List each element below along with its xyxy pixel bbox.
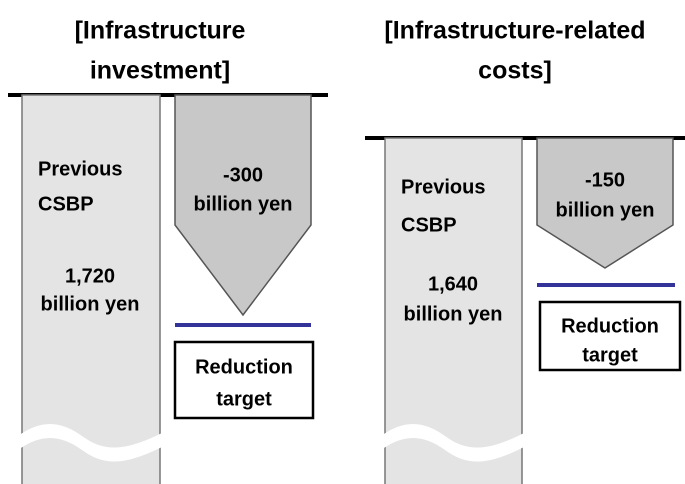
- reduction-amount: billion yen: [194, 193, 293, 215]
- reduction-arrow: [174, 94, 312, 317]
- previous-column: [21, 94, 161, 484]
- previous-amount: billion yen: [404, 303, 503, 325]
- title: [Infrastructure: [75, 17, 246, 45]
- previous-label: Previous: [38, 158, 122, 180]
- target-label: Reduction: [195, 356, 293, 378]
- target-label: target: [216, 388, 272, 410]
- previous-amount: billion yen: [41, 293, 140, 315]
- target-label: target: [582, 344, 638, 366]
- reduction-amount: billion yen: [556, 199, 655, 221]
- reduction-arrow: [536, 137, 674, 269]
- title: investment]: [90, 57, 230, 85]
- previous-label: CSBP: [401, 214, 457, 236]
- break-mark: [381, 424, 526, 462]
- title: [Infrastructure-related: [384, 17, 645, 45]
- target-label: Reduction: [561, 315, 659, 337]
- title: costs]: [478, 57, 552, 85]
- reduction-amount: -150: [585, 169, 625, 191]
- reduction-amount: -300: [223, 164, 263, 186]
- previous-amount: 1,720: [65, 265, 115, 287]
- previous-label: Previous: [401, 176, 485, 198]
- break-mark: [18, 424, 164, 462]
- target-box: [173, 340, 315, 420]
- previous-label: CSBP: [38, 193, 94, 215]
- previous-amount: 1,640: [428, 273, 478, 295]
- target-box: [538, 300, 682, 372]
